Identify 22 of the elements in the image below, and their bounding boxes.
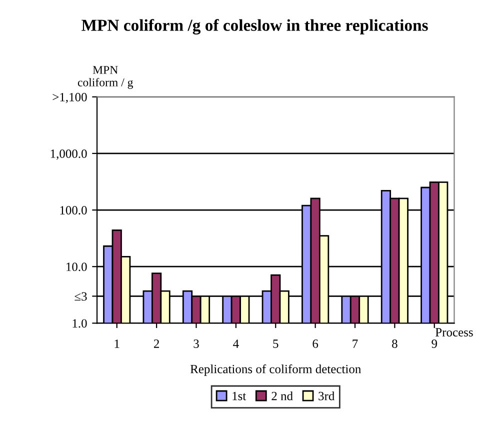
x-tick-label: 7 [352,340,358,348]
legend-label: 3rd [318,391,335,400]
y-tick-label: 100.0 [60,206,87,215]
x-tick-label: 5 [273,340,278,348]
x-tick-label: 9 [432,340,437,348]
x-tick-label: 4 [233,340,239,348]
y-axis-title: MPN coliform / g [78,66,133,89]
legend-label: 1st [232,392,246,400]
x-tick-label: 3 [194,340,199,348]
x-tick-label: 8 [392,340,398,348]
y-tick-label: ≤3 [74,292,87,301]
y-tick-label: 1,000.0 [50,149,87,160]
y-tick-label: 10.0 [66,262,87,272]
chart-title: MPN coliform /g of coleslow in three replications [82,19,428,34]
x-tick-label: 1 [114,340,120,348]
x-tick-label: 2 [154,340,159,348]
text: Process [435,328,473,336]
x-tick-label: 6 [312,340,318,348]
y-tick-label: 1.0 [72,319,87,328]
x-axis-title: Replications of coliform detection [190,364,361,376]
legend-label: 2 nd [272,391,293,400]
y-tick-label: >1,100 [52,92,87,104]
